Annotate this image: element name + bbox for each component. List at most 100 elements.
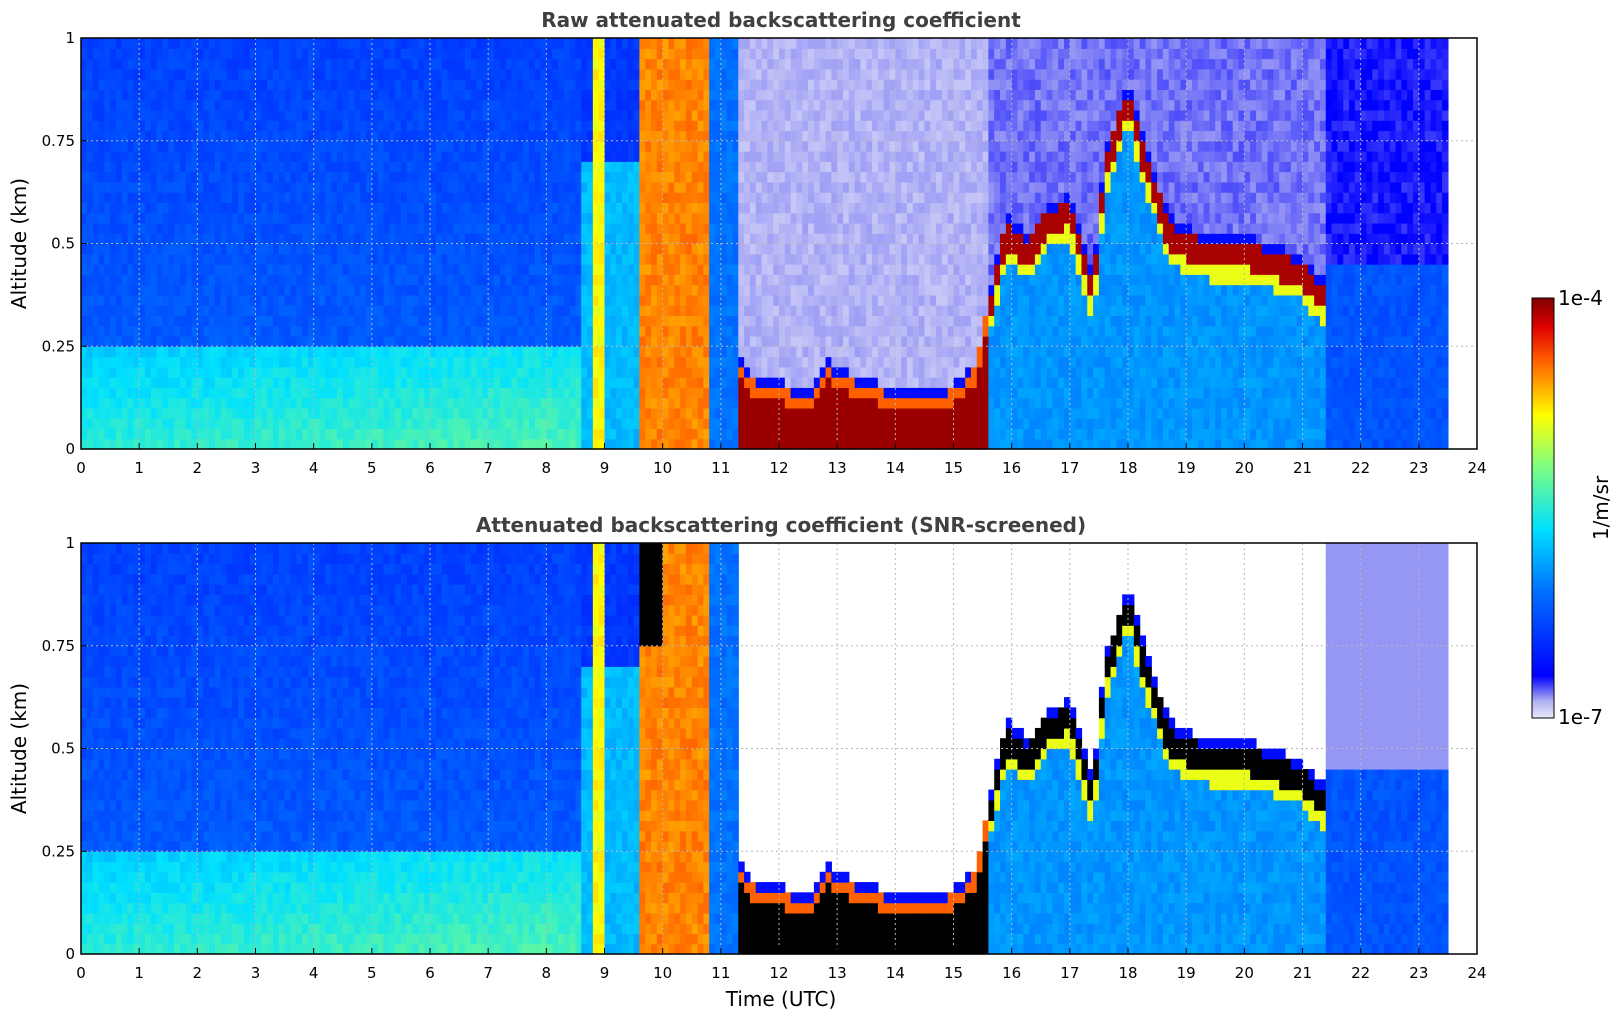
heatmap-cell	[470, 99, 478, 111]
heatmap-cell	[366, 346, 373, 358]
heatmap-cell	[447, 233, 454, 245]
heatmap-cell	[674, 377, 681, 388]
heatmap-cell	[144, 171, 152, 183]
heatmap-cell	[761, 48, 768, 60]
heatmap-cell	[662, 109, 670, 121]
heatmap-cell	[290, 140, 297, 152]
heatmap-cell	[738, 58, 745, 70]
heatmap-cell	[226, 305, 233, 317]
heatmap-cell	[616, 89, 623, 101]
heatmap-cell	[278, 222, 286, 234]
heatmap-cell	[104, 294, 111, 306]
heatmap-cell	[540, 346, 547, 358]
heatmap-cell	[191, 356, 198, 368]
heatmap-cell	[761, 171, 768, 183]
heatmap-cell	[464, 99, 472, 111]
heatmap-cell	[703, 161, 710, 173]
heatmap-cell	[139, 120, 146, 132]
heatmap-cell	[784, 181, 792, 193]
heatmap-cell	[179, 315, 187, 327]
heatmap-cell	[307, 233, 315, 245]
heatmap-cell	[179, 356, 187, 368]
heatmap-cell	[127, 315, 134, 327]
heatmap-cell	[459, 305, 466, 317]
heatmap-cell	[290, 38, 297, 49]
heatmap-cell	[278, 305, 286, 317]
heatmap-cell	[104, 130, 111, 142]
heatmap-cell	[360, 79, 367, 90]
heatmap-cell	[377, 253, 385, 265]
heatmap-cell	[610, 377, 617, 388]
heatmap-cell	[668, 294, 675, 306]
heatmap-cell	[651, 264, 658, 275]
heatmap-cell	[749, 428, 757, 440]
heatmap-cell	[319, 377, 326, 388]
heatmap-cell	[511, 99, 518, 111]
heatmap-cell	[81, 99, 88, 111]
heatmap-cell	[284, 387, 291, 399]
heatmap-cell	[709, 294, 716, 306]
heatmap-cell	[668, 325, 675, 337]
heatmap-cell	[424, 253, 431, 265]
heatmap-cell	[552, 38, 559, 49]
heatmap-cell	[168, 140, 175, 152]
heatmap-cell	[749, 99, 757, 111]
heatmap-cell	[546, 99, 553, 111]
heatmap-cell	[290, 79, 297, 90]
heatmap-cell	[179, 377, 187, 388]
heatmap-cell	[505, 68, 513, 80]
heatmap-cell	[174, 79, 181, 90]
heatmap-cell	[127, 428, 134, 440]
heatmap-cell	[459, 233, 466, 245]
heatmap-cell	[360, 212, 367, 224]
heatmap-cell	[418, 243, 425, 255]
heatmap-cell	[557, 356, 565, 368]
heatmap-cell	[546, 315, 553, 327]
heatmap-cell	[639, 377, 646, 388]
heatmap-cell	[802, 181, 809, 193]
heatmap-cell	[616, 418, 623, 430]
heatmap-cell	[587, 151, 594, 162]
heatmap-cell	[779, 346, 786, 358]
heatmap-cell	[528, 58, 536, 70]
heatmap-cell	[249, 68, 257, 80]
heatmap-cell	[621, 438, 629, 450]
heatmap-cell	[674, 192, 681, 204]
heatmap-cell	[715, 264, 722, 275]
heatmap-cell	[214, 212, 222, 224]
heatmap-cell	[238, 397, 245, 409]
heatmap-cell	[383, 109, 390, 121]
heatmap-cell	[697, 305, 704, 317]
heatmap-cell	[214, 120, 222, 132]
heatmap-cell	[767, 89, 774, 101]
heatmap-cell	[482, 79, 489, 90]
heatmap-cell	[92, 305, 100, 317]
heatmap-cell	[488, 294, 495, 306]
heatmap-cell	[435, 171, 443, 183]
heatmap-cell	[493, 192, 501, 204]
heatmap-cell	[587, 438, 594, 450]
heatmap-cell	[371, 377, 379, 388]
heatmap-cell	[557, 315, 565, 327]
heatmap-cell	[400, 161, 408, 173]
heatmap-cell	[674, 171, 681, 183]
heatmap-cell	[546, 305, 553, 317]
heatmap-cell	[691, 243, 699, 255]
heatmap-cell	[331, 264, 338, 275]
heatmap-cell	[400, 38, 408, 49]
heatmap-cell	[156, 428, 164, 440]
heatmap-cell	[144, 407, 152, 419]
heatmap-cell	[703, 151, 710, 162]
heatmap-cell	[645, 377, 652, 388]
heatmap-cell	[656, 428, 664, 440]
heatmap-cell	[243, 335, 251, 347]
heatmap-cell	[592, 428, 600, 440]
heatmap-cell	[255, 377, 262, 388]
heatmap-cell	[715, 212, 722, 224]
heatmap-cell	[395, 356, 402, 368]
heatmap-cell	[587, 212, 594, 224]
heatmap-cell	[488, 377, 495, 388]
heatmap-cell	[191, 418, 198, 430]
heatmap-cell	[528, 315, 536, 327]
heatmap-cell	[464, 161, 472, 173]
